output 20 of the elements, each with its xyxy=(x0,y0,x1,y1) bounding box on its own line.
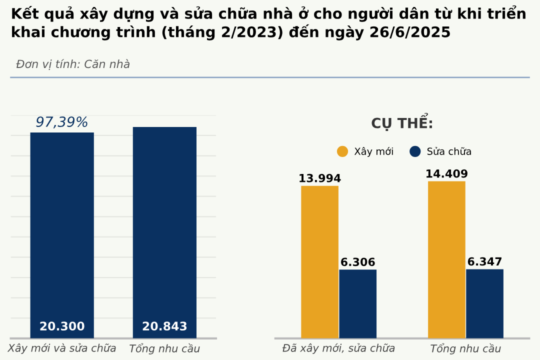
data-label: 6.306 xyxy=(341,258,375,266)
chart-title: CỤ THỂ: xyxy=(372,112,432,132)
data-label: 14.409 xyxy=(426,169,468,178)
bar xyxy=(466,269,504,338)
chart-subtitle: Đơn vị tính: Căn nhà xyxy=(16,59,130,70)
x-tick-label: Tổng nhu cầu xyxy=(430,343,501,354)
x-tick-label: Xây mới và sửa chữa xyxy=(7,343,116,354)
x-tick-label: Tổng nhu cầu xyxy=(130,343,200,354)
text: Kết quả xây dựng và sửa chữa nhà ở cho người dân từ khi triển khai chương trình (tháng 2/2023) đến ngày 26/6/2025 xyxy=(12,5,526,40)
data-label: 13.994 xyxy=(300,174,341,182)
legend-label: Xây mới xyxy=(354,147,393,157)
data-label: 6.347 xyxy=(468,257,502,266)
bar xyxy=(301,186,338,338)
data-label: 20.843 xyxy=(142,322,187,331)
legend-label: Sửa chữa xyxy=(427,146,471,155)
x-tick-label: Đã xây mới, sửa chữa xyxy=(282,343,395,354)
bar xyxy=(339,270,377,338)
bar xyxy=(428,181,466,338)
data-label: 20.300 xyxy=(40,322,84,331)
annotation: 97,39% xyxy=(36,116,88,128)
